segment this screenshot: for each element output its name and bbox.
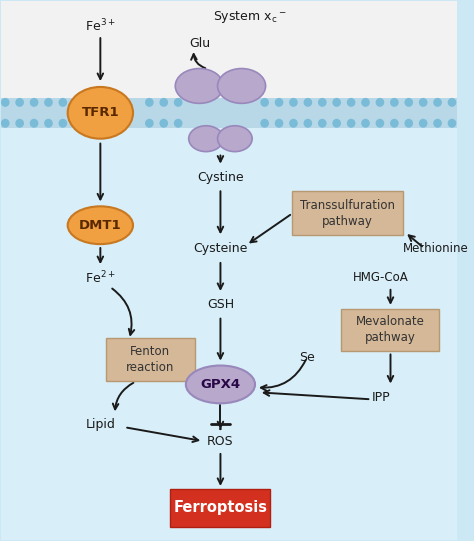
Text: DMT1: DMT1 xyxy=(79,219,122,232)
Circle shape xyxy=(289,119,298,128)
Circle shape xyxy=(1,119,9,128)
Text: ROS: ROS xyxy=(207,434,234,447)
Circle shape xyxy=(30,98,38,107)
Circle shape xyxy=(419,119,428,128)
Circle shape xyxy=(44,98,53,107)
Ellipse shape xyxy=(68,87,133,138)
Bar xyxy=(1,98,457,113)
Circle shape xyxy=(44,119,53,128)
Text: Glu: Glu xyxy=(190,37,211,50)
Text: Fenton
reaction: Fenton reaction xyxy=(126,345,174,374)
Circle shape xyxy=(390,98,399,107)
Circle shape xyxy=(289,98,298,107)
Text: Cystine: Cystine xyxy=(197,171,244,184)
Circle shape xyxy=(375,98,384,107)
Circle shape xyxy=(159,119,168,128)
Circle shape xyxy=(174,119,182,128)
Circle shape xyxy=(318,119,327,128)
Bar xyxy=(1,2,457,101)
Circle shape xyxy=(303,98,312,107)
Text: GPX4: GPX4 xyxy=(201,378,240,391)
Circle shape xyxy=(404,98,413,107)
Bar xyxy=(1,101,457,539)
Text: System x$_\mathregular{c}$$^-$: System x$_\mathregular{c}$$^-$ xyxy=(212,9,286,25)
Circle shape xyxy=(375,119,384,128)
Text: Transsulfuration
pathway: Transsulfuration pathway xyxy=(300,199,395,228)
Circle shape xyxy=(433,119,442,128)
Ellipse shape xyxy=(68,206,133,244)
Text: GSH: GSH xyxy=(207,298,234,311)
Text: Methionine: Methionine xyxy=(403,242,468,255)
Text: TFR1: TFR1 xyxy=(82,107,119,120)
Text: Fe$^{2+}$: Fe$^{2+}$ xyxy=(85,269,116,286)
Circle shape xyxy=(419,98,428,107)
Ellipse shape xyxy=(189,126,223,151)
Circle shape xyxy=(174,98,182,107)
Text: Fe$^{3+}$: Fe$^{3+}$ xyxy=(85,18,116,35)
Circle shape xyxy=(332,119,341,128)
FancyBboxPatch shape xyxy=(292,192,403,235)
Circle shape xyxy=(433,98,442,107)
Ellipse shape xyxy=(218,69,265,103)
Circle shape xyxy=(303,119,312,128)
Circle shape xyxy=(15,119,24,128)
Text: Cysteine: Cysteine xyxy=(193,242,247,255)
Circle shape xyxy=(15,98,24,107)
Circle shape xyxy=(275,98,283,107)
Circle shape xyxy=(404,119,413,128)
Circle shape xyxy=(347,119,356,128)
Text: Lipid: Lipid xyxy=(85,418,115,431)
Text: IPP: IPP xyxy=(372,391,390,404)
Circle shape xyxy=(347,98,356,107)
Bar xyxy=(1,113,457,128)
Circle shape xyxy=(447,119,456,128)
Circle shape xyxy=(275,119,283,128)
Circle shape xyxy=(361,119,370,128)
Circle shape xyxy=(30,119,38,128)
Circle shape xyxy=(145,119,154,128)
Ellipse shape xyxy=(175,69,223,103)
Circle shape xyxy=(1,98,9,107)
Circle shape xyxy=(390,119,399,128)
Text: Ferroptosis: Ferroptosis xyxy=(173,500,267,515)
Circle shape xyxy=(361,98,370,107)
FancyBboxPatch shape xyxy=(341,309,439,351)
Circle shape xyxy=(159,98,168,107)
Ellipse shape xyxy=(186,366,255,403)
FancyBboxPatch shape xyxy=(106,338,194,381)
Circle shape xyxy=(59,98,67,107)
Circle shape xyxy=(318,98,327,107)
Circle shape xyxy=(447,98,456,107)
FancyBboxPatch shape xyxy=(171,489,270,527)
Circle shape xyxy=(260,98,269,107)
Circle shape xyxy=(145,98,154,107)
Circle shape xyxy=(332,98,341,107)
Circle shape xyxy=(59,119,67,128)
Text: Mevalonate
pathway: Mevalonate pathway xyxy=(356,315,425,344)
Circle shape xyxy=(260,119,269,128)
Text: HMG-CoA: HMG-CoA xyxy=(353,272,409,285)
Ellipse shape xyxy=(218,126,252,151)
Text: Se: Se xyxy=(299,351,315,364)
